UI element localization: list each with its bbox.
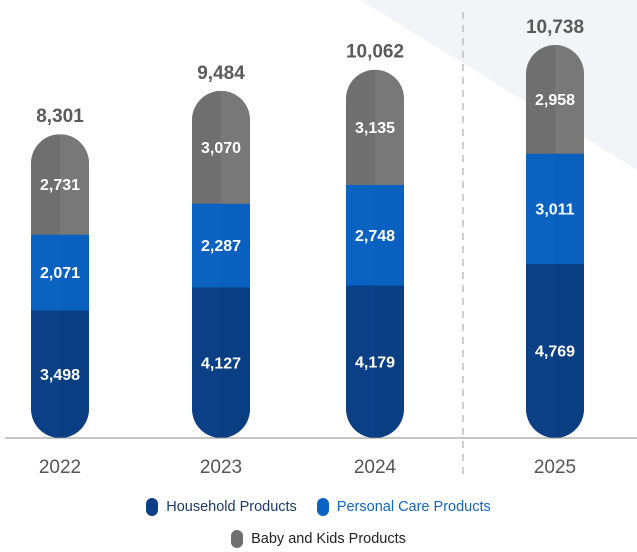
data-label-household-products-2025: 4,769 [535,344,575,361]
bar-segment-shade-personal-care-products-2024 [375,184,404,286]
data-label-household-products-2022: 3,498 [40,367,80,384]
data-label-personal-care-products-2023: 2,287 [201,238,241,255]
bar-2022 [31,134,89,438]
bar-segment-shade-personal-care-products-2025 [555,153,584,264]
bar-segment-shade-baby-and-kids-products-2024 [375,69,404,185]
legend-row-2: Baby and Kids Products [0,530,637,548]
bar-2023 [192,90,250,438]
data-label-baby-and-kids-products-2022: 2,731 [40,177,80,194]
data-label-personal-care-products-2025: 3,011 [535,201,574,218]
data-label-household-products-2024: 4,179 [355,355,395,372]
x-tick-label-2022: 2022 [39,457,81,478]
bar-segment-shade-household-products-2025 [555,263,584,438]
data-label-personal-care-products-2024: 2,748 [355,228,395,245]
legend-item-baby-kids: Baby and Kids Products [231,530,406,548]
total-label-2024: 10,062 [346,42,404,63]
total-label-2022: 8,301 [36,106,84,127]
total-label-2023: 9,484 [197,63,245,84]
data-label-personal-care-products-2022: 2,071 [40,265,80,282]
x-tick-label-2023: 2023 [200,457,242,478]
bar-2025 [526,45,584,438]
total-label-2025: 10,738 [526,17,584,38]
x-tick-label-2024: 2024 [354,457,397,478]
x-tick-label-2025: 2025 [534,457,576,478]
legend-item-household: Household Products [146,498,297,516]
legend-swatch-personal-care [316,498,329,516]
bar-2024 [346,69,404,439]
legend-label-personal-care: Personal Care Products [336,499,491,515]
data-label-baby-and-kids-products-2025: 2,958 [535,92,575,109]
legend-row-1: Household Products Personal Care Product… [0,498,637,516]
bar-segment-shade-household-products-2022 [60,309,89,438]
bar-segment-shade-household-products-2024 [375,285,404,439]
bar-segment-shade-personal-care-products-2022 [60,234,89,311]
bar-segment-shade-personal-care-products-2023 [221,203,250,288]
bar-segment-shade-baby-and-kids-products-2023 [221,90,250,204]
legend-swatch-household [146,498,159,516]
bar-segment-shade-baby-and-kids-products-2022 [60,134,89,235]
legend-swatch-baby-kids [231,530,244,548]
legend-label-baby-kids: Baby and Kids Products [251,531,406,547]
legend-label-household: Household Products [166,499,297,515]
bar-segment-shade-household-products-2023 [221,286,250,438]
data-label-baby-and-kids-products-2023: 3,070 [201,140,241,157]
data-label-household-products-2023: 4,127 [201,355,241,372]
legend-item-personal-care: Personal Care Products [316,498,491,516]
bar-segment-shade-baby-and-kids-products-2025 [555,45,584,154]
data-label-baby-and-kids-products-2024: 3,135 [355,120,395,137]
